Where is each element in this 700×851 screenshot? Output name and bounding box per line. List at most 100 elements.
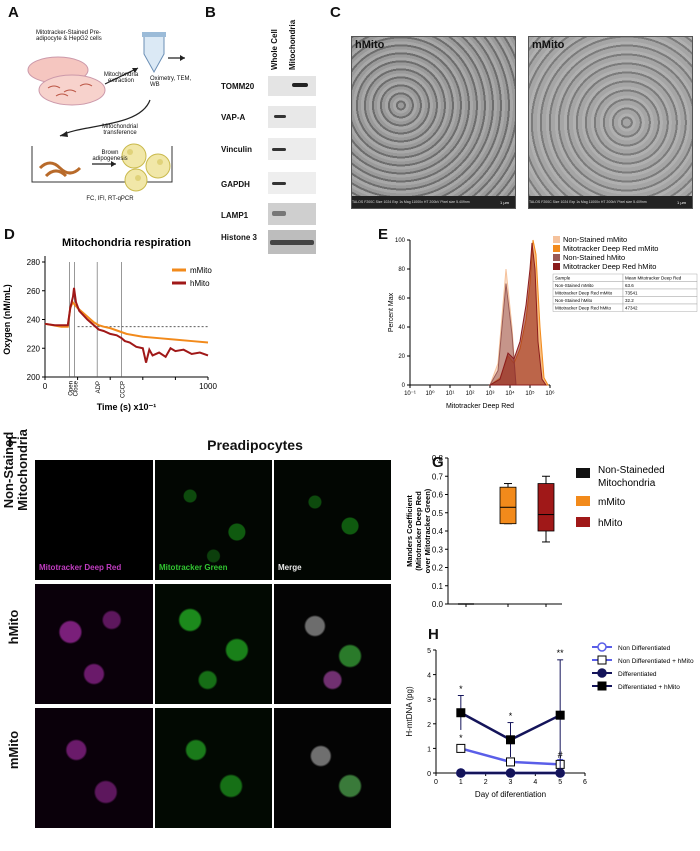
chart-h-xtick-label: 4 [533, 779, 537, 786]
chart-h-legend-label: Non Differentiated [618, 645, 671, 652]
chart-h-legend-marker [597, 642, 607, 652]
chart-e-ylabel: Percent Max [388, 292, 395, 332]
confocal-hmito-deepred [35, 584, 153, 704]
tem-image-hmito: hMito TALOS F200C Size 1024 Exp 1s Mag 1… [351, 36, 516, 209]
chart-h-marker [456, 708, 466, 718]
wb-col-whole-cell: Whole Cell [270, 29, 279, 70]
wb-band-lamp1 [268, 203, 316, 225]
chart-d-title: Mitochondria respiration [62, 237, 191, 249]
row-label-hmito: hMito [6, 609, 21, 645]
chart-h-ytick-label: 3 [427, 697, 431, 704]
chart-e-table-text: Non-Stained mMito [555, 283, 594, 288]
chart-h-ytick-label: 2 [427, 722, 431, 729]
chart-d-event-label: CCCP [121, 381, 127, 398]
chart-e-ytick-label: 20 [398, 354, 405, 360]
chart-h-annotation: * [459, 733, 463, 743]
chart-d-respiration: Mitochondria respiration 200 220 240 260 280 0… [2, 237, 217, 412]
chart-e-table-cell [622, 296, 698, 305]
chart-g-legend-label: hMito [598, 518, 623, 529]
chart-e-table-text: Mitotracker Deep Red mMito [555, 291, 613, 296]
chart-d-ytick-label: 200 [27, 373, 41, 382]
confocal-hmito-green [155, 584, 272, 704]
chart-h-annotation: * [509, 711, 513, 721]
chart-e-legend-label: Non-Stained mMito [563, 235, 627, 244]
chart-e-table-text: Sample [555, 276, 571, 281]
chart-g-ytick-label: 0.8 [432, 454, 444, 463]
chart-g-legend-swatch [576, 496, 590, 506]
chart-d-ytick-label: 260 [27, 287, 41, 296]
chart-e-legend-swatch [553, 245, 560, 252]
chart-e-ytick-label: 100 [395, 238, 406, 244]
chart-h-xtick-label: 5 [558, 779, 562, 786]
chart-h-ytick-label: 5 [427, 648, 431, 655]
chart-e-xlabel: Mitotracker Deep Red [446, 403, 514, 410]
chart-h-annotation: * [459, 684, 463, 694]
chart-d-series-line [44, 287, 209, 363]
tem-image-mmito: mMito TALOS F200C Size 1024 Exp 1s Mag 1… [528, 36, 693, 209]
chart-h-ylabel: H-mtDNA (pg) [405, 686, 414, 737]
chart-h-ytick-label: 0 [427, 771, 431, 778]
chart-g-ytick-label: 0.7 [432, 472, 444, 481]
row-label-non-stained: Non-Stained Mitochondria [1, 429, 30, 511]
chart-e-table-text: 73541 [625, 291, 638, 296]
chart-e-xtick-label: 10³ [486, 391, 495, 397]
channel-label-green: Mitotracker Green [159, 563, 228, 572]
chart-h-legend-label: Differentiated + hMito [618, 684, 680, 691]
panel-label-g: G [432, 454, 444, 471]
tem-mmito-footer: TALOS F200C Size 1024 Exp 1s Mag 11000x … [529, 196, 692, 208]
wb-label-vapa: VAP-A [221, 113, 246, 122]
chart-h-marker [506, 735, 515, 745]
chart-e-xtick-label: 10⁻¹ [404, 391, 416, 397]
chart-e-ytick-label: 60 [398, 296, 405, 302]
wb-band-histone3 [268, 230, 316, 254]
chart-e-xtick-label: 10⁰ [425, 390, 435, 397]
wb-label-gapdh: GAPDH [221, 180, 250, 189]
chart-g-ytick-label: 0.3 [432, 545, 444, 554]
confocal-hmito-merge [274, 584, 391, 704]
wb-label-tomm20: TOMM20 [221, 82, 255, 91]
chart-d-legend-label: hMito [190, 279, 210, 288]
chart-h-marker [506, 757, 515, 767]
wb-label-histone3: Histone 3 [221, 233, 258, 242]
panel-label-c: C [330, 4, 341, 21]
chart-e-histogram [488, 242, 547, 386]
chart-h-xtick-label: 1 [459, 779, 463, 786]
chart-h-legend-marker [597, 681, 607, 691]
channel-label-deepred: Mitotracker Deep Red [39, 563, 122, 572]
chart-e-table-text: 47342 [625, 306, 638, 311]
chart-g-ytick-label: 0.6 [432, 491, 444, 500]
panel-label-a: A [8, 4, 19, 21]
chart-g-legend-swatch [576, 517, 590, 527]
chart-g-ytick-label: 0.4 [432, 527, 444, 536]
panel-label-d: D [4, 226, 15, 243]
chart-g-ytick-label: 0.1 [432, 582, 444, 591]
readouts-label: FC, IFI, RT-qPCR [86, 196, 134, 202]
adipogenesis-label: Brown adipogenesis [92, 150, 128, 162]
chart-e-xtick-label: 10⁴ [505, 390, 515, 397]
wb-band-vapa [268, 106, 316, 128]
chart-e-table-text: Mitotracker Deep Red hMito [555, 306, 612, 311]
chart-g-ylabel: Manders Coefficient [405, 495, 414, 567]
chart-g-box [537, 483, 555, 532]
chart-g-legend-label: mMito [598, 497, 626, 508]
chart-d-xtick-label: 0 [43, 382, 48, 391]
chart-e-legend-label: Mitotracker Deep Red hMito [563, 262, 656, 271]
chart-g-legend-label: Mitochondria [598, 478, 656, 489]
chart-h-xlabel: Day of diferentiation [475, 790, 546, 799]
schematic-illustration [27, 32, 185, 192]
chart-d-event-label: Close [73, 380, 79, 396]
extraction-label: Mitochondria extraction [103, 72, 139, 84]
chart-e-table-cell [622, 281, 698, 290]
chart-h-annotation: # [558, 750, 563, 760]
tem-mmito-title: mMito [532, 39, 565, 51]
chart-e-table-text: 32.2 [625, 298, 634, 303]
wb-band-tomm20 [268, 76, 316, 96]
tem-hmito-scalebar: 1 µm [500, 200, 509, 205]
chart-g-legend-label: Non-Staineded [598, 465, 665, 476]
chart-d-event-label: Open [68, 381, 74, 396]
chart-h-legend-label: Differentiated [618, 671, 657, 678]
panel-label-f: F [8, 434, 18, 451]
wb-band-gapdh [268, 172, 316, 194]
chart-h-xtick-label: 3 [509, 779, 513, 786]
